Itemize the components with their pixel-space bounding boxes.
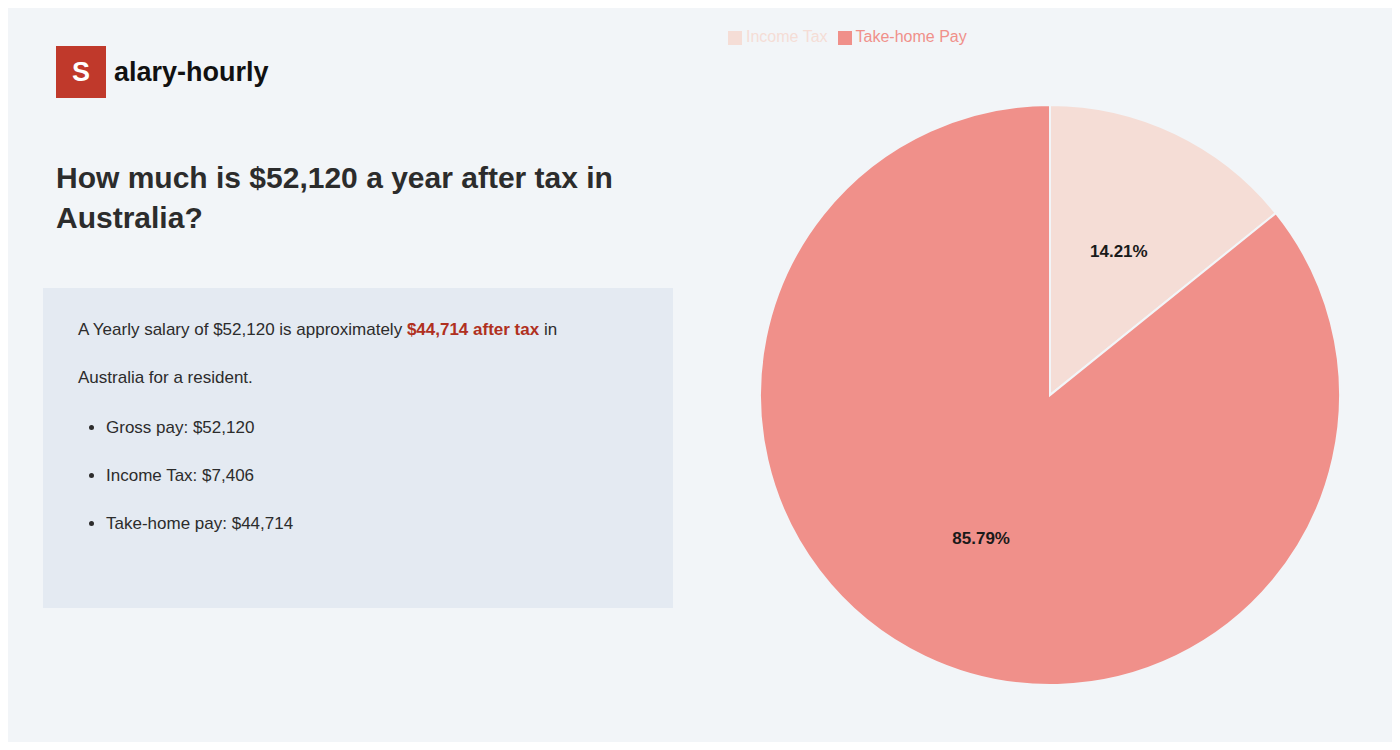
- svg-text:85.79%: 85.79%: [952, 529, 1010, 548]
- html-text:Gross pay: $52,120: Gross pay: $52,120: [106, 418, 255, 437]
- html-text:How much is $52,120 a year aft: How much is $52,120 a year after tax in …: [56, 161, 613, 234]
- html-text:Income Tax: Income Tax: [746, 28, 828, 45]
- html-text:S: S: [72, 56, 90, 87]
- html-text:Take-home pay: $44,714: Take-home pay: $44,714: [106, 514, 294, 533]
- html-text:alary-hourly: alary-hourly: [114, 56, 269, 87]
- html-text:Take-home Pay: Take-home Pay: [855, 28, 967, 45]
- html-text:A Yearly salary of $52,120 is: A Yearly salary of $52,120 is approximat…: [78, 320, 558, 339]
- html-text:Income Tax: $7,406: Income Tax: $7,406: [106, 466, 255, 485]
- svg-text:14.21%: 14.21%: [1090, 242, 1148, 261]
- html-text:Australia for a resident.: Australia for a resident.: [78, 368, 253, 387]
